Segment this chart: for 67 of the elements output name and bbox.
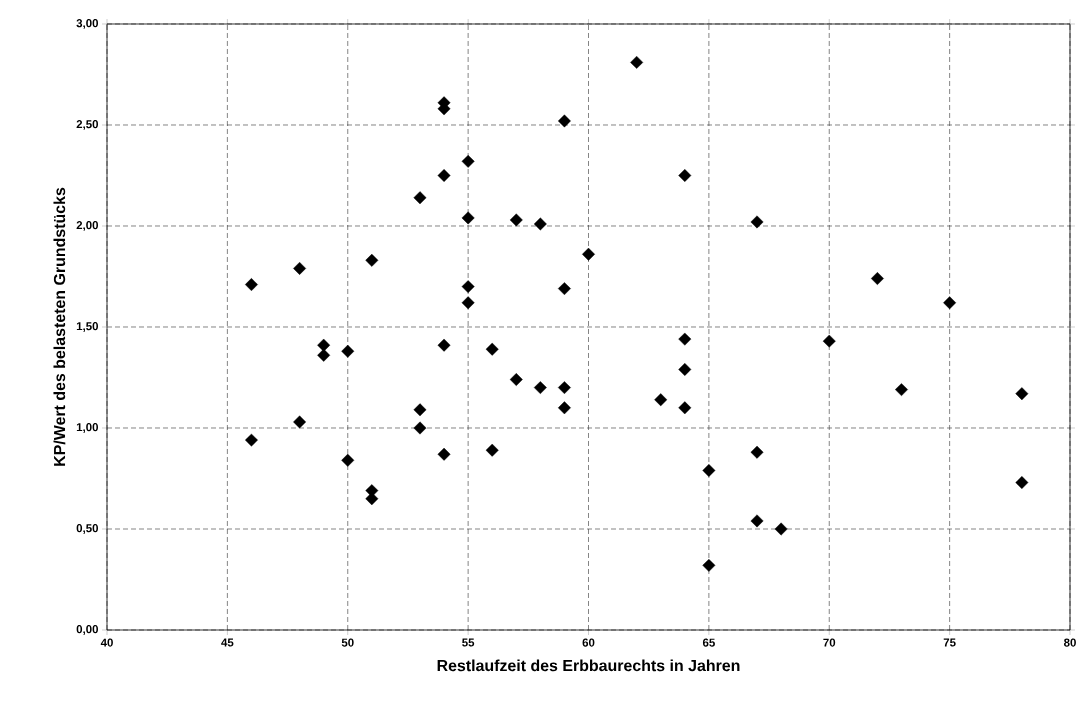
x-tick-label: 50: [341, 638, 354, 647]
point: [654, 393, 668, 407]
point: [461, 296, 475, 310]
point: [485, 443, 499, 457]
x-tick-label: 45: [221, 638, 234, 647]
point: [509, 213, 523, 227]
point: [245, 278, 258, 291]
point: [1015, 476, 1029, 489]
x-axis-title: Restlaufzeit des Erbbaurechts in Jahren: [437, 659, 740, 672]
y-tick-label: 0,50: [76, 524, 99, 534]
point: [678, 363, 692, 376]
point: [341, 344, 355, 358]
point: [293, 261, 307, 275]
point: [437, 169, 451, 182]
point: [702, 558, 716, 572]
point: [750, 445, 764, 459]
point: [750, 215, 764, 229]
point: [558, 114, 571, 128]
x-tick-label: 60: [582, 638, 595, 647]
point: [895, 383, 908, 397]
x-tick-label: 40: [100, 638, 113, 647]
x-tick-label: 80: [1064, 638, 1076, 647]
x-tick-label: 65: [702, 638, 715, 647]
point: [558, 401, 571, 415]
point: [678, 401, 692, 415]
y-tick-label: 2,00: [76, 221, 99, 231]
y-tick-label: 2,50: [76, 120, 99, 130]
point: [509, 373, 523, 386]
y-axis-title: KP/Wert des belasteten Grundstücks: [53, 187, 66, 466]
x-tick-label: 70: [823, 638, 836, 647]
x-tick-label: 55: [462, 638, 475, 647]
point: [341, 453, 355, 467]
point: [245, 433, 258, 447]
point: [678, 169, 692, 182]
point: [822, 334, 836, 348]
point: [461, 211, 475, 225]
point: [870, 272, 884, 285]
point: [461, 154, 475, 168]
point: [678, 332, 692, 346]
point: [558, 282, 571, 296]
y-tick-label: 3,00: [76, 19, 99, 29]
point: [630, 55, 644, 69]
point: [293, 415, 307, 429]
point: [485, 342, 499, 356]
point: [437, 447, 451, 461]
point: [461, 280, 475, 294]
point: [750, 514, 764, 528]
point: [413, 403, 427, 417]
point: [365, 492, 379, 506]
point: [1015, 387, 1029, 401]
point: [317, 338, 331, 352]
x-tick-label: 75: [943, 638, 956, 647]
point: [943, 296, 957, 310]
point: [413, 191, 427, 205]
point: [582, 247, 595, 261]
point: [317, 348, 331, 362]
point: [533, 381, 547, 395]
point: [533, 217, 547, 231]
y-tick-label: 0,00: [76, 625, 99, 635]
point: [774, 522, 788, 536]
point: [365, 253, 379, 267]
y-tick-label: 1,00: [76, 423, 99, 433]
point: [437, 338, 451, 352]
point: [702, 464, 716, 477]
point: [413, 421, 427, 435]
y-tick-label: 1,50: [76, 322, 99, 332]
point: [558, 381, 571, 395]
